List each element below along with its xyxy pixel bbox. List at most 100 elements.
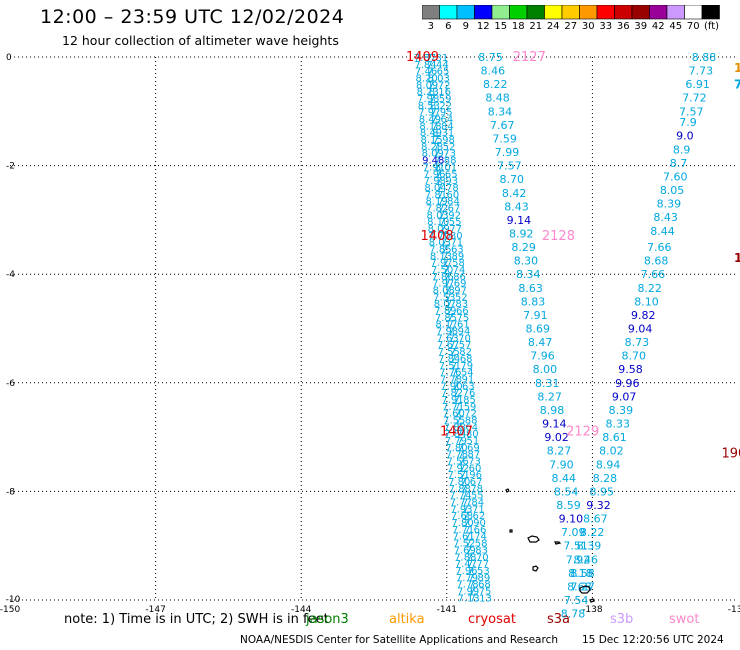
wave-height-value: 8.92	[509, 227, 534, 240]
wave-height-value: 7.53	[467, 566, 489, 577]
wave-height-value: 7.75	[447, 313, 469, 324]
lat-tick-label: -2	[6, 162, 15, 172]
lon-tick-label: -150	[0, 605, 20, 615]
wave-height-value: 7.98	[417, 94, 439, 105]
wave-height-value: 7.09	[561, 526, 586, 539]
wave-height-value: 7.44	[427, 60, 449, 71]
wave-height-value: 7.79	[451, 361, 473, 372]
wave-height-value: 7.89	[468, 573, 490, 584]
wave-height-value: 7.66	[446, 306, 468, 317]
lon-tick-label: -138	[582, 605, 603, 615]
wave-height-value: 7.59	[429, 94, 451, 105]
wave-height-value: 8.07	[434, 299, 456, 310]
wave-height-value: 7.66	[647, 241, 672, 254]
wave-height-value: 7.80	[445, 443, 467, 454]
wave-height-value: 7.67	[460, 477, 482, 488]
wave-height-value: 7.78	[461, 484, 483, 495]
wave-height-value: 8.34	[488, 105, 513, 118]
credit-line: NOAA/NESDIS Center for Satellite Applica…	[240, 634, 558, 646]
wave-height-value: 8.19	[425, 197, 447, 208]
wave-height-value: 7.92	[566, 553, 591, 566]
wave-height-value: 7.85	[435, 313, 457, 324]
wave-height-value: 7.97	[430, 258, 452, 269]
wave-height-value: 7.96	[530, 350, 555, 363]
wave-height-value: 8.04	[424, 183, 446, 194]
wave-height-value: 8.63	[518, 282, 543, 295]
island-outline	[532, 565, 539, 572]
wave-height-value: 7.68	[469, 580, 491, 591]
wave-height-value: 6.91	[685, 78, 710, 91]
wave-height-value: 8.18	[568, 567, 593, 580]
wave-height-value: 7.62	[463, 511, 485, 522]
wave-height-value: 7.73	[434, 149, 456, 160]
wave-height-value: 9.0	[676, 130, 694, 143]
wave-height-value: 7.90	[440, 381, 462, 392]
wave-height-value: 7.64	[431, 115, 453, 126]
mission-label-cryosat: cryosat	[468, 612, 516, 627]
wave-height-value: 8.49	[419, 115, 441, 126]
wave-height-value: 7.96	[423, 169, 445, 180]
wave-height-value: 8.49	[420, 128, 442, 139]
color-scale-label: 6	[445, 21, 452, 32]
wave-height-value: 8.22	[637, 282, 662, 295]
color-scale-label: 27	[564, 21, 578, 32]
wave-height-value: 9.02	[544, 431, 569, 444]
wave-height-value: 8.69	[526, 323, 551, 336]
wave-height-value: 8.31	[535, 377, 560, 390]
color-scale-label: 24	[546, 21, 560, 32]
wave-height-value: 8.18	[419, 121, 441, 132]
mission-label-s3b: s3b	[610, 612, 634, 627]
wave-height-value: 7.72	[455, 409, 477, 420]
island-outline	[579, 585, 591, 594]
wave-height-value: 7.82	[441, 388, 463, 399]
wave-height-value: 8.53	[418, 101, 440, 112]
wave-height-value: 7.90	[464, 518, 486, 529]
wave-height-value: 7.57	[497, 160, 522, 173]
wave-height-value: 9.14	[542, 418, 567, 431]
color-scale-label: 21	[529, 21, 543, 32]
wave-height-value: 7.56	[446, 457, 468, 468]
wave-height-value: 7.59	[492, 132, 517, 145]
wave-height-value: 7.94	[448, 327, 470, 338]
wave-height-value: 8.29	[511, 241, 536, 254]
wave-height-value: 7.70	[466, 552, 488, 563]
wave-height-value: 7.86	[432, 272, 454, 283]
wave-height-value: 7.55	[438, 347, 460, 358]
wave-height-value: 7.70	[428, 231, 450, 242]
wave-height-value: 7.74	[465, 532, 487, 543]
wave-height-value: 7.91	[423, 162, 445, 173]
wave-height-value: 7.91	[452, 374, 474, 385]
wave-height-value: 7.72	[428, 80, 450, 91]
wave-height-value: 7.96	[460, 470, 482, 481]
wave-height-value: 8.17	[435, 320, 457, 331]
color-scale-label: 15	[494, 21, 508, 32]
wave-height-value: 7.84	[438, 197, 460, 208]
wave-height-value: 7.63	[441, 244, 463, 255]
wave-height-value: 7.96	[455, 566, 477, 577]
wave-height-value: 7.50	[431, 265, 453, 276]
color-scale-label: 9	[462, 21, 469, 32]
wave-height-value: 7.66	[641, 268, 666, 281]
wave-height-value: 8.34	[516, 268, 541, 281]
wave-height-value: 7.60	[459, 463, 481, 474]
wave-height-value: 7.79	[445, 436, 467, 447]
wave-height-value: 7.13	[470, 593, 492, 604]
wave-height-value: 7.95	[430, 108, 452, 119]
wave-height-value: 7.80	[451, 518, 473, 529]
wave-height-value: 7.67	[490, 119, 515, 132]
color-scale-label: 36	[616, 21, 630, 32]
wave-height-value: 9.96	[615, 377, 640, 390]
wave-height-value: 8.22	[430, 101, 452, 112]
wave-height-value: 7.60	[663, 170, 688, 183]
wave-height-value: 8.88	[692, 51, 717, 64]
wave-height-value: 7.98	[436, 327, 458, 338]
wave-height-value: 8.73	[625, 336, 650, 349]
wave-height-value: 7.58	[443, 258, 465, 269]
wave-height-value: 7.98	[433, 135, 455, 146]
wave-height-value: 7.98	[424, 176, 446, 187]
wave-height-value: 7.78	[456, 580, 478, 591]
wave-height-value: 7.79	[456, 573, 478, 584]
wave-height-value: 7.67	[438, 203, 460, 214]
wave-height-value: 8.33	[605, 418, 630, 431]
wave-height-value: 8.48	[485, 92, 510, 105]
